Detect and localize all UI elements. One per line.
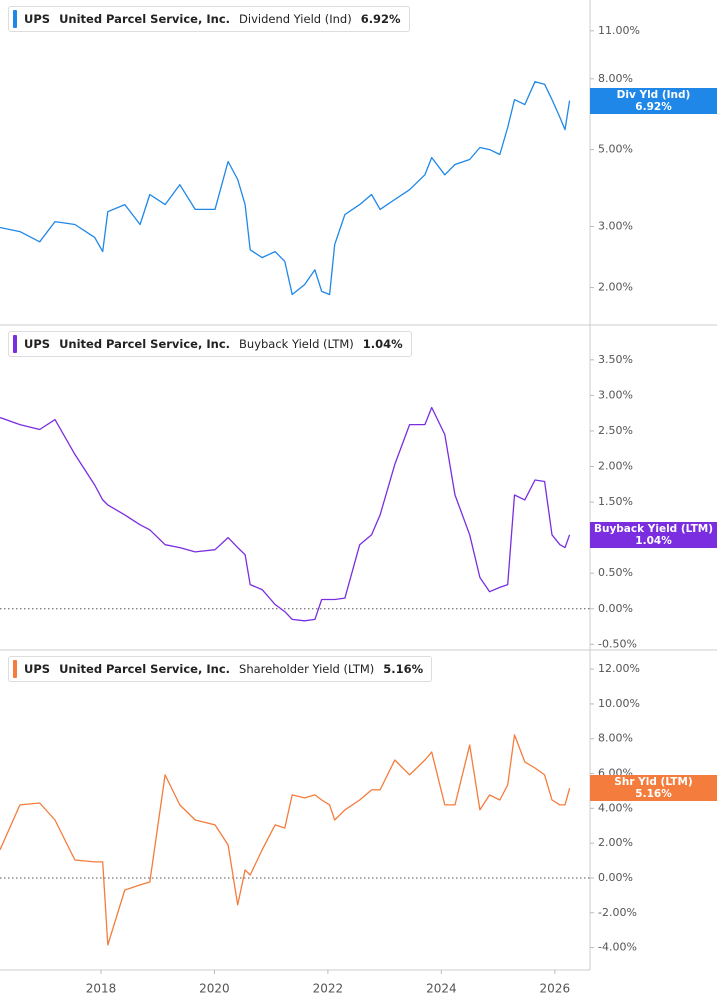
last-value-tag: Div Yld (Ind) 6.92% — [590, 87, 717, 114]
tag-value: 5.16% — [635, 788, 672, 801]
y-tick-label: -0.50% — [598, 637, 637, 650]
y-tick-label: 5.00% — [598, 143, 633, 156]
y-tick-label: 3.00% — [598, 220, 633, 233]
metric-name: Dividend Yield (Ind) — [239, 12, 352, 26]
panel-header: UPS United Parcel Service, Inc. Buyback Yi… — [8, 331, 412, 357]
latest-value: 1.04% — [362, 337, 403, 351]
y-tick-label: 0.50% — [598, 566, 633, 579]
y-tick-label: 2.00% — [598, 281, 633, 294]
y-tick-label: 4.00% — [598, 801, 633, 814]
tag-series-name: Div Yld (Ind) — [616, 88, 691, 101]
header-color-bar — [13, 660, 17, 678]
y-tick-label: -2.00% — [598, 906, 637, 919]
latest-value: 5.16% — [383, 662, 424, 676]
series-line — [0, 81, 571, 296]
y-tick-label: 12.00% — [598, 662, 640, 675]
metric-name: Shareholder Yield (LTM) — [239, 662, 375, 676]
last-value-tag: Buyback Yield (LTM) 1.04% — [590, 521, 717, 548]
y-tick-label: 2.00% — [598, 836, 633, 849]
last-value-tag: Shr Yld (LTM) 5.16% — [590, 775, 717, 802]
ticker: UPS — [24, 337, 51, 351]
y-tick-label: 0.00% — [598, 871, 633, 884]
tag-series-name: Buyback Yield (LTM) — [593, 522, 714, 535]
panel-header: UPS United Parcel Service, Inc. Shareholde… — [8, 656, 433, 682]
y-tick-label: 0.00% — [598, 602, 633, 615]
company-name: United Parcel Service, Inc. — [59, 337, 231, 351]
series-line — [0, 734, 571, 946]
y-tick-label: 11.00% — [598, 24, 640, 37]
tag-value: 1.04% — [635, 534, 672, 547]
ticker: UPS — [24, 12, 51, 26]
series-line — [0, 406, 571, 622]
y-tick-label: 3.00% — [598, 388, 633, 401]
latest-value: 6.92% — [360, 12, 401, 26]
ticker: UPS — [24, 662, 51, 676]
y-tick-label: 1.50% — [598, 495, 633, 508]
y-tick-label: 2.00% — [598, 460, 633, 473]
tag-value: 6.92% — [635, 100, 672, 113]
x-tick-label: 2020 — [199, 982, 230, 996]
company-name: United Parcel Service, Inc. — [59, 662, 231, 676]
y-tick-label: 10.00% — [598, 697, 640, 710]
y-tick-label: 8.00% — [598, 732, 633, 745]
y-tick-label: -4.00% — [598, 941, 637, 954]
y-tick-label: 2.50% — [598, 424, 633, 437]
y-tick-label: 3.50% — [598, 353, 633, 366]
panel-header: UPS United Parcel Service, Inc. Dividend Y… — [8, 6, 410, 32]
header-color-bar — [13, 10, 17, 28]
x-tick-label: 2018 — [86, 982, 117, 996]
x-tick-label: 2024 — [426, 982, 457, 996]
tag-series-name: Shr Yld (LTM) — [614, 776, 693, 789]
header-color-bar — [13, 335, 17, 353]
y-tick-label: 8.00% — [598, 72, 633, 85]
x-tick-label: 2026 — [540, 982, 571, 996]
metric-name: Buyback Yield (LTM) — [239, 337, 354, 351]
x-tick-label: 2022 — [313, 982, 344, 996]
company-name: United Parcel Service, Inc. — [59, 12, 231, 26]
